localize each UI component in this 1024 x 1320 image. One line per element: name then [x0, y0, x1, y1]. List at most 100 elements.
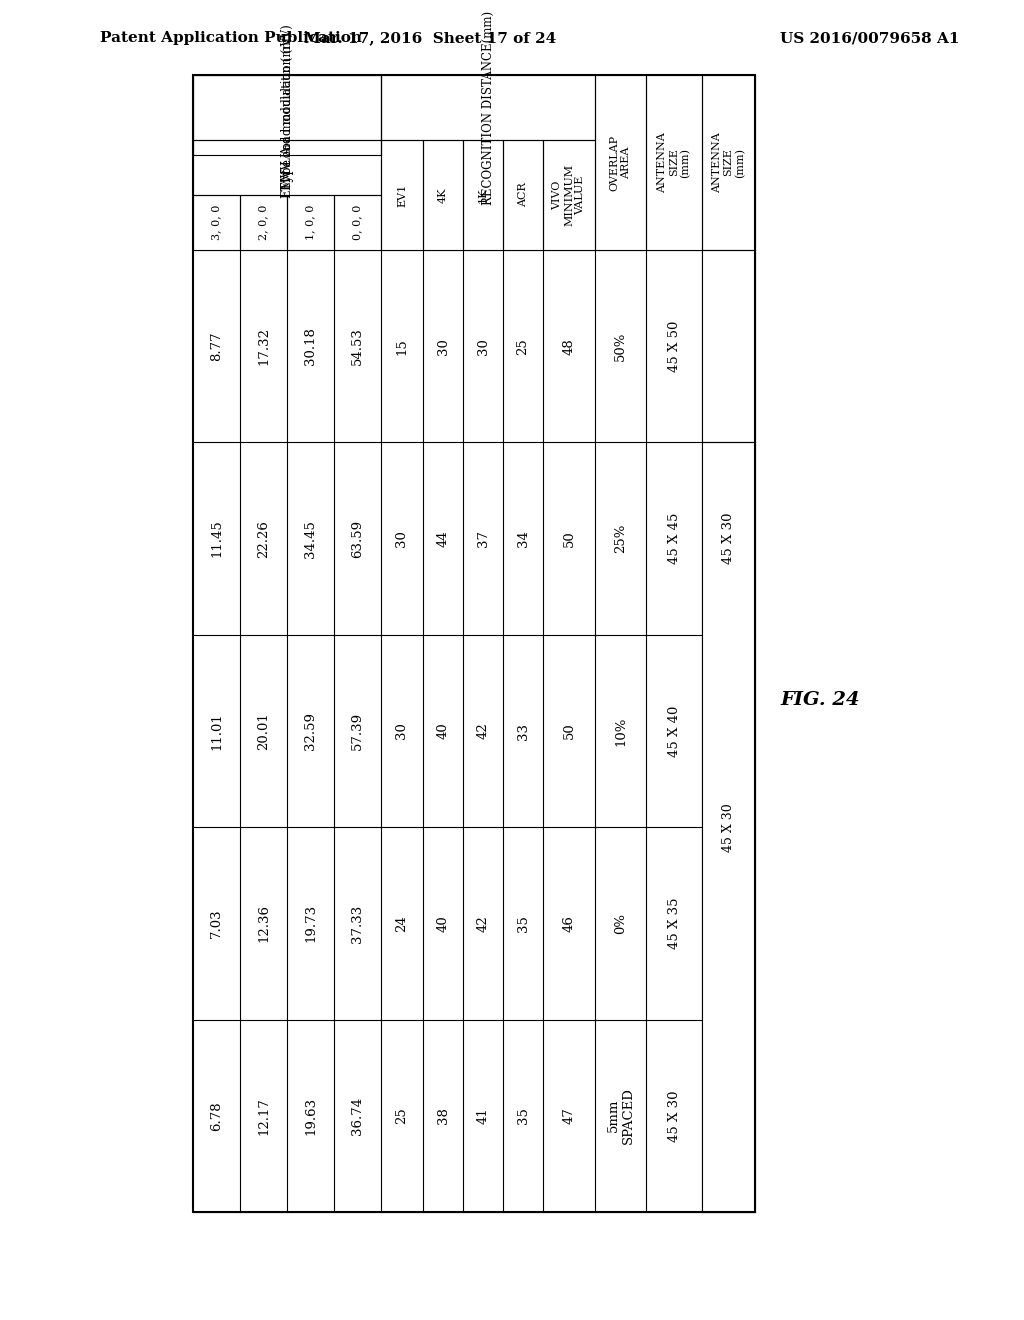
Text: 3, 0, 0: 3, 0, 0: [212, 205, 221, 240]
Text: 4K: 4K: [438, 187, 449, 203]
Bar: [381, 75, 595, 140]
Text: 45 X 30: 45 X 30: [668, 1090, 681, 1142]
Bar: [193, 195, 240, 249]
Text: 0%: 0%: [614, 913, 627, 935]
Bar: [193, 140, 381, 195]
Text: 30: 30: [476, 338, 489, 355]
Bar: [287, 195, 334, 249]
Bar: [503, 140, 543, 249]
Text: 50: 50: [562, 722, 575, 739]
Text: 42: 42: [476, 722, 489, 739]
Bar: [240, 195, 287, 249]
Text: 11.45: 11.45: [210, 520, 223, 557]
Text: 12.17: 12.17: [257, 1097, 270, 1135]
Text: 45 X 30: 45 X 30: [722, 513, 735, 565]
Text: ANTENNA
SIZE
(mm): ANTENNA SIZE (mm): [712, 132, 745, 193]
Text: 38: 38: [436, 1107, 450, 1125]
Text: 46: 46: [562, 915, 575, 932]
Bar: [646, 75, 702, 249]
Text: 45 X 30: 45 X 30: [722, 803, 735, 851]
Text: 10%: 10%: [614, 717, 627, 746]
Bar: [702, 249, 755, 442]
Text: 25: 25: [516, 338, 529, 355]
Bar: [702, 442, 755, 1212]
Bar: [595, 75, 646, 249]
Text: 44: 44: [436, 531, 450, 546]
Text: 34: 34: [516, 531, 529, 546]
Text: 45 X 35: 45 X 35: [668, 898, 681, 949]
Bar: [193, 140, 381, 195]
Text: 30: 30: [436, 338, 450, 355]
Bar: [193, 75, 381, 140]
Text: 25%: 25%: [614, 524, 627, 553]
Text: 22.26: 22.26: [257, 520, 270, 557]
Text: 35: 35: [516, 1107, 529, 1125]
Text: US 2016/0079658 A1: US 2016/0079658 A1: [780, 30, 959, 45]
Text: 40: 40: [436, 722, 450, 739]
Text: 50%: 50%: [614, 331, 627, 360]
Text: 40: 40: [436, 915, 450, 932]
Text: 5mm
SPACED: 5mm SPACED: [606, 1088, 635, 1144]
Bar: [702, 249, 755, 442]
Text: 1, 0, 0: 1, 0, 0: [305, 205, 315, 240]
Text: 15: 15: [395, 338, 409, 355]
Bar: [463, 140, 503, 249]
Bar: [193, 75, 381, 154]
Bar: [423, 140, 463, 249]
Text: 45 X 50: 45 X 50: [668, 321, 681, 372]
Text: Mar. 17, 2016  Sheet 17 of 24: Mar. 17, 2016 Sheet 17 of 24: [304, 30, 556, 45]
Text: 8.77: 8.77: [210, 331, 223, 360]
Bar: [702, 75, 755, 249]
Text: 63.59: 63.59: [351, 520, 364, 557]
Text: 34.45: 34.45: [304, 520, 317, 557]
Text: 6.78: 6.78: [210, 1101, 223, 1131]
Bar: [193, 75, 381, 140]
Bar: [503, 140, 543, 249]
Text: 57.39: 57.39: [351, 711, 364, 750]
Text: ANTENNA
SIZE
(mm): ANTENNA SIZE (mm): [657, 132, 691, 193]
Text: 48: 48: [562, 338, 575, 355]
Text: Patent Application Publication: Patent Application Publication: [100, 30, 362, 45]
Text: 19.63: 19.63: [304, 1097, 317, 1135]
Bar: [381, 140, 423, 249]
Text: 36.74: 36.74: [351, 1097, 364, 1135]
Text: 20.01: 20.01: [257, 711, 270, 750]
Text: 24: 24: [395, 915, 409, 932]
Text: Type A: Type A: [281, 145, 294, 190]
Bar: [702, 442, 755, 1212]
Bar: [193, 195, 240, 249]
Bar: [334, 195, 381, 249]
Bar: [646, 75, 702, 249]
Bar: [381, 140, 423, 249]
Bar: [702, 75, 755, 249]
Text: 45 X 45: 45 X 45: [668, 513, 681, 564]
Bar: [543, 140, 595, 249]
Bar: [463, 140, 503, 249]
Text: VIVO
MINIMUM
VALUE: VIVO MINIMUM VALUE: [552, 164, 586, 226]
Text: 37.33: 37.33: [351, 904, 364, 942]
Bar: [240, 195, 287, 249]
Text: 11.01: 11.01: [210, 711, 223, 750]
Bar: [381, 75, 595, 140]
Text: 33: 33: [516, 722, 529, 739]
Bar: [193, 75, 755, 1212]
Text: 17.32: 17.32: [257, 327, 270, 366]
Text: 2, 0, 0: 2, 0, 0: [258, 205, 268, 240]
Text: 0, 0, 0: 0, 0, 0: [352, 205, 362, 240]
Text: OVERLAP
AREA: OVERLAP AREA: [609, 135, 632, 190]
Text: 1K: 1K: [478, 187, 488, 203]
Text: 7.03: 7.03: [210, 908, 223, 939]
Text: 30: 30: [395, 531, 409, 546]
Text: EV1: EV1: [397, 183, 407, 207]
Text: 25: 25: [395, 1107, 409, 1125]
Text: 30: 30: [395, 722, 409, 739]
Text: 50: 50: [562, 531, 575, 546]
Text: 35: 35: [516, 915, 529, 932]
Text: 47: 47: [562, 1107, 575, 1125]
Text: 54.53: 54.53: [351, 327, 364, 366]
Text: RECOGNITION DISTANCE(mm): RECOGNITION DISTANCE(mm): [481, 11, 495, 205]
Bar: [334, 195, 381, 249]
Text: 42: 42: [476, 915, 489, 932]
Text: EMV Load modulation (mV): EMV Load modulation (mV): [281, 32, 294, 198]
Bar: [595, 75, 646, 249]
